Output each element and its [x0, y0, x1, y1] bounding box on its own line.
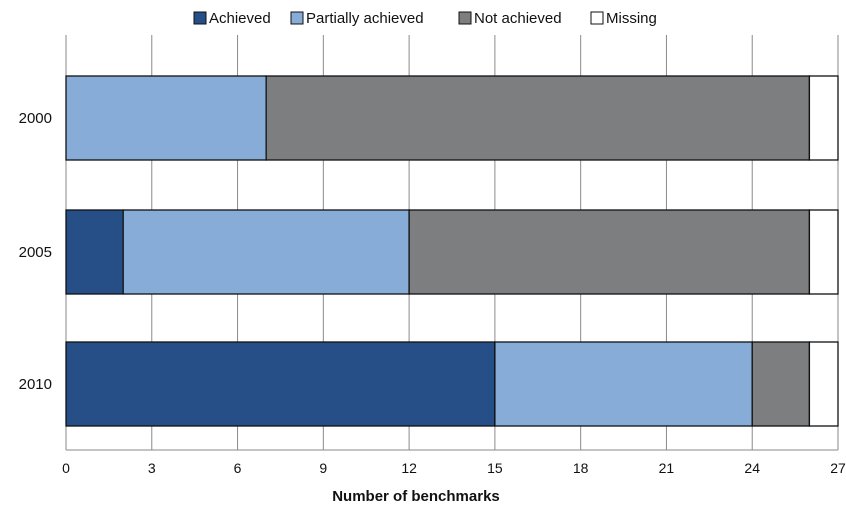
legend-swatch-partially-achieved	[290, 11, 304, 25]
bar-segment-2010-partially-achieved	[494, 341, 753, 427]
legend-swatch-missing	[590, 11, 604, 25]
bar-segment-2000-partially-achieved	[65, 75, 267, 161]
bar-segment-2010-missing	[808, 341, 839, 427]
bars-layer	[65, 75, 839, 427]
legend: Achieved Partially achieved Not achieved Mi…	[193, 10, 657, 27]
legend-label: Missing	[606, 10, 657, 27]
bar-segment-2005-achieved	[65, 209, 124, 295]
x-axis-title: Number of benchmarks	[332, 488, 500, 505]
bar-segment-2000-not-achieved	[265, 75, 811, 161]
legend-label: Partially achieved	[306, 10, 424, 27]
bar-segment-2005-not-achieved	[408, 209, 811, 295]
axes-layer: 0 3 6 9 12 15 18 21 24 27 2000 2005 2010	[19, 110, 846, 476]
y-tick-label: 2005	[19, 244, 52, 261]
x-tick-label: 15	[487, 460, 503, 476]
x-tick-label: 12	[401, 460, 417, 476]
bar-segment-2000-missing	[808, 75, 839, 161]
x-tick-label: 27	[830, 460, 846, 476]
x-tick-label: 6	[234, 460, 242, 476]
legend-swatch-not-achieved	[458, 11, 472, 25]
bar-segment-2010-not-achieved	[751, 341, 811, 427]
y-tick-label: 2010	[19, 376, 52, 393]
x-tick-label: 18	[573, 460, 589, 476]
x-tick-label: 9	[319, 460, 327, 476]
bar-segment-2010-achieved	[65, 341, 496, 427]
bar-segment-2005-missing	[808, 209, 839, 295]
bar-segment-2005-partially-achieved	[122, 209, 410, 295]
y-tick-label: 2000	[19, 110, 52, 127]
x-tick-label: 24	[744, 460, 760, 476]
x-tick-label: 0	[62, 460, 70, 476]
x-tick-label: 3	[148, 460, 156, 476]
legend-label: Not achieved	[474, 10, 562, 27]
legend-label: Achieved	[209, 10, 271, 27]
x-tick-label: 21	[659, 460, 675, 476]
legend-swatch-achieved	[193, 11, 207, 25]
